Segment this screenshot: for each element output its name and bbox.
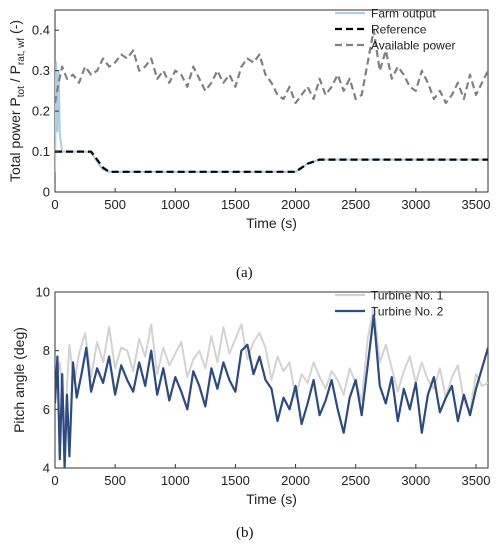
panel-b-y-axis-label: Pitch angle (deg) (11, 327, 27, 433)
legend-entry-label: Farm output (371, 7, 436, 21)
panel-a-y-axis-label: Total power Ptot / Prat, wf (-) (7, 20, 27, 182)
x-tick-label: 3500 (462, 473, 491, 488)
x-tick-label: 0 (51, 473, 58, 488)
x-tick-label: 500 (104, 197, 126, 212)
panel-a-axes-frame (54, 9, 489, 193)
panel-b-chart: 0 500 1000 1500 2000 2500 3000 3500 4 6 8 10 Time … (11, 285, 490, 508)
x-tick-label: 0 (51, 197, 58, 212)
series-line-farm-output (55, 61, 488, 173)
x-tick-label: 2500 (341, 197, 370, 212)
x-tick-label: 1500 (221, 197, 250, 212)
panel-b-legend: Turbine No. 1 Turbine No. 2 (335, 289, 444, 319)
x-tick-label: 3000 (401, 197, 430, 212)
series-line-turbine-no-2 (55, 314, 488, 468)
legend-entry-label: Turbine No. 1 (371, 289, 444, 303)
panel-a-y-ticks: 0 0.1 0.2 0.3 0.4 (32, 23, 59, 200)
x-tick-label: 1000 (161, 473, 190, 488)
panel-b-x-axis-label: Time (s) (246, 491, 297, 507)
panel-a-plot-area (55, 29, 488, 173)
panel-a-chart: 0 500 1000 1500 2000 2500 3000 3500 00.10.20.30… (7, 7, 490, 232)
y-tick-label: 0.1 (32, 144, 50, 159)
panel-b-plot-area (55, 305, 488, 468)
y-tick-label: 8 (43, 343, 50, 358)
y-tick-label: 10 (36, 285, 50, 300)
legend-entry-label: Reference (371, 23, 427, 37)
x-tick-label: 500 (104, 473, 126, 488)
series-line-available-power (55, 29, 488, 105)
panel-a-legend: Farm output Reference Available power (335, 7, 456, 53)
panel-a-x-axis-label: Time (s) (246, 215, 297, 231)
series-line-reference (55, 150, 488, 173)
x-tick-label: 2000 (281, 197, 310, 212)
y-tick-label: 6 (43, 402, 50, 417)
legend-entry-label: Available power (371, 39, 456, 53)
y-tick-label: 0.2 (32, 104, 50, 119)
series-line-turbine-no-1 (55, 305, 488, 428)
panel-b-y-ticks: 4 6 8 10 (36, 285, 59, 476)
panel-b-x-ticks: 0 500 1000 1500 2000 2500 3000 3500 (51, 464, 490, 488)
panel-a-caption: (a) (236, 265, 253, 281)
x-tick-label: 3000 (401, 473, 430, 488)
legend-entry-label: Turbine No. 2 (371, 305, 444, 319)
y-tick-label: 0.3 (32, 63, 50, 78)
panel-b-caption: (b) (236, 525, 254, 541)
x-tick-label: 1500 (221, 473, 250, 488)
x-tick-label: 2500 (341, 473, 370, 488)
y-tick-label: 0 (43, 185, 50, 200)
y-tick-label: 4 (43, 461, 50, 476)
panel-a-x-ticks: 0 500 1000 1500 2000 2500 3000 3500 (51, 188, 490, 212)
x-tick-label: 1000 (161, 197, 190, 212)
panel-b-axes-frame (54, 291, 489, 469)
x-tick-label: 3500 (462, 197, 491, 212)
y-tick-label: 0.4 (32, 23, 50, 38)
x-tick-label: 2000 (281, 473, 310, 488)
